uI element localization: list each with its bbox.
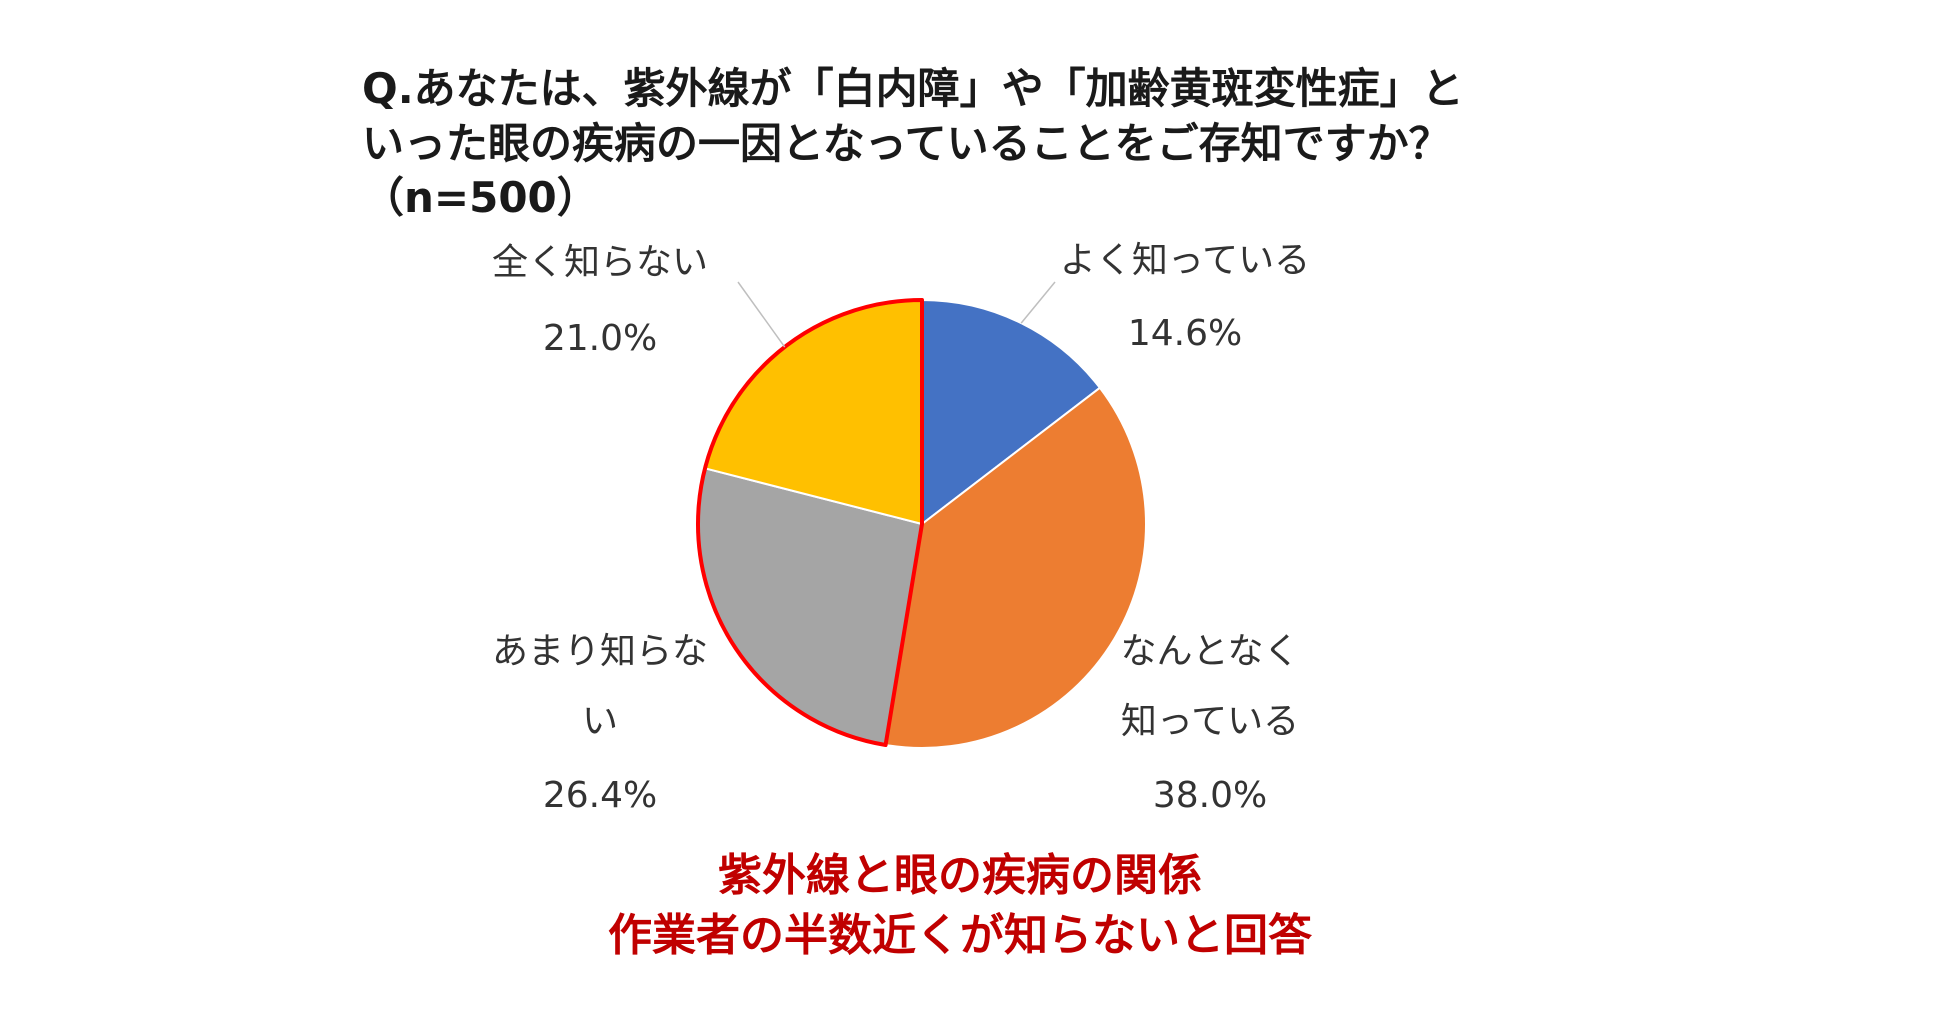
leader-lines	[737, 281, 1056, 348]
slice-value-somewhat-known: 38.0%	[1153, 775, 1267, 816]
slice-value-well-known: 14.6%	[1128, 313, 1242, 354]
slice-label-somewhat-known-line-1: なんとなく	[1121, 631, 1300, 672]
slice-label-not-well-known-line-2: い	[582, 701, 618, 742]
slice-label-somewhat-known-line-2: 知っている	[1121, 701, 1299, 742]
chart-title-line-3: （n=500）	[362, 173, 599, 222]
slice-labels: よく知っている 14.6% なんとなく 知っている 38.0% あまり知らな い…	[492, 240, 1310, 816]
slice-label-not-well-known-line-1: あまり知らな	[492, 631, 708, 672]
caption-line-1: 紫外線と眼の疾病の関係	[718, 850, 1202, 901]
slice-label-well-known: よく知っている	[1060, 240, 1310, 281]
leader-line-well-known	[1020, 281, 1056, 324]
leader-line-not-known-at-all	[737, 281, 786, 348]
chart-title: Q.あなたは、紫外線が「白内障」や「加齢黄斑変性症」と いった眼の疾病の一因とな…	[362, 64, 1464, 222]
slice-value-not-known-at-all: 21.0%	[543, 318, 657, 359]
highlight-outline	[696, 298, 924, 748]
chart-title-line-2: いった眼の疾病の一因となっていることをご存知ですか？	[362, 119, 1451, 168]
caption-line-2: 作業者の半数近くが知らないと回答	[608, 910, 1313, 961]
pie-slice-0	[921, 298, 1102, 527]
slice-label-not-known-at-all: 全く知らない	[492, 242, 708, 283]
slice-value-not-well-known: 26.4%	[543, 775, 657, 816]
chart-title-line-1: Q.あなたは、紫外線が「白内障」や「加齢黄斑変性症」と	[362, 64, 1464, 113]
pie-highlight-outline	[696, 298, 924, 748]
chart-caption: 紫外線と眼の疾病の関係 作業者の半数近くが知らないと回答	[608, 850, 1313, 961]
pie-slice-1	[884, 386, 1147, 749]
pie-slices	[697, 298, 1147, 749]
